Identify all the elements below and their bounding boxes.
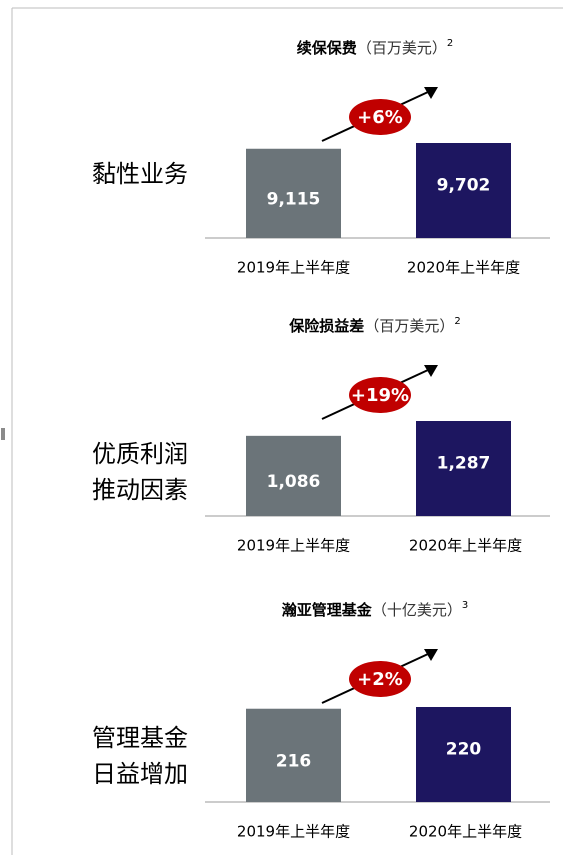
title-main: 保险损益差 — [288, 317, 364, 335]
growth-label: +2% — [357, 669, 403, 690]
side-label: 推动因素 — [92, 476, 188, 504]
growth-label: +6% — [357, 107, 403, 128]
bar — [416, 421, 511, 516]
chart-title: 瀚亚管理基金（十亿美元）3 — [282, 600, 468, 619]
chart-title: 续保保费（百万美元）2 — [297, 38, 453, 57]
side-label: 优质利润 — [92, 440, 188, 468]
value-label: 9,702 — [437, 176, 491, 196]
title-main: 续保保费 — [297, 39, 357, 57]
title-note: 2 — [454, 316, 460, 327]
x-tick-label: 2019年上半年度 — [237, 259, 350, 277]
bar — [416, 707, 511, 802]
growth-badge — [349, 99, 411, 135]
x-tick-label: 2020年上半年度 — [407, 259, 520, 277]
title-unit: （百万美元） — [364, 317, 454, 335]
side-label: 日益增加 — [92, 760, 188, 788]
arrow-head — [424, 649, 438, 661]
bar — [246, 435, 341, 516]
title-main: 瀚亚管理基金 — [282, 601, 373, 619]
title-unit: （十亿美元） — [372, 601, 462, 619]
x-tick-label: 2019年上半年度 — [237, 823, 350, 841]
side-label: 黏性业务 — [92, 160, 188, 188]
title-unit: （百万美元） — [357, 39, 447, 57]
bar — [246, 148, 341, 238]
x-tick-label: 2020年上半年度 — [409, 537, 522, 555]
arrow-head — [424, 87, 438, 99]
x-tick-label: 2020年上半年度 — [409, 823, 522, 841]
value-label: 9,115 — [267, 189, 321, 209]
value-label: 220 — [446, 740, 482, 760]
chart-title: 保险损益差（百万美元）2 — [288, 316, 460, 335]
title-note: 3 — [462, 600, 468, 611]
value-label: 216 — [276, 751, 312, 771]
bar — [246, 708, 341, 802]
value-label: 1,287 — [437, 454, 491, 474]
bar — [416, 143, 511, 238]
side-label: 管理基金 — [92, 724, 188, 752]
value-label: 1,086 — [267, 472, 321, 492]
title-note: 2 — [447, 38, 453, 49]
growth-badge — [349, 661, 411, 697]
edge-marker — [1, 428, 5, 440]
growth-badge — [349, 377, 411, 413]
arrow-head — [424, 365, 438, 377]
x-tick-label: 2019年上半年度 — [237, 537, 350, 555]
growth-label: +19% — [351, 385, 409, 406]
